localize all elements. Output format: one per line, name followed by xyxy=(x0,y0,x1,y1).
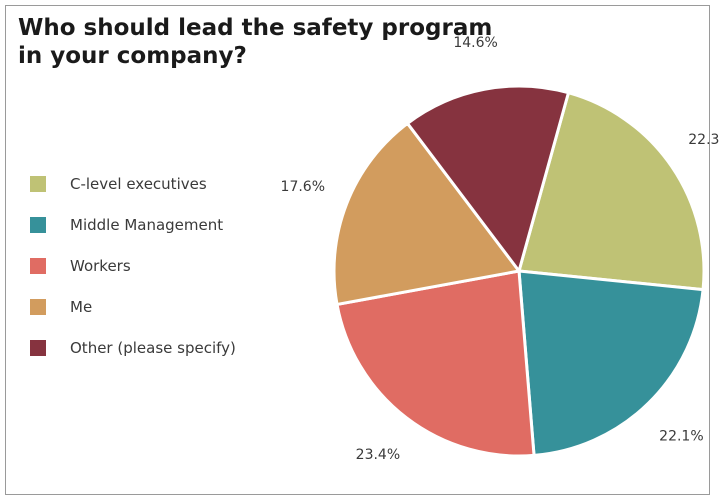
legend-swatch-other xyxy=(30,340,46,356)
pie-slice-c-level xyxy=(517,91,706,292)
legend-item-other: Other (please specify) xyxy=(30,338,236,358)
legend-label-workers: Workers xyxy=(70,257,131,275)
legend-label-middle-management: Middle Management xyxy=(70,216,224,234)
legend-swatch-c-level xyxy=(30,176,46,192)
pie-slices xyxy=(332,84,706,458)
pie-slice-other xyxy=(406,84,570,273)
pie-value-label-other: 14.6% xyxy=(453,35,497,51)
legend-swatch-workers xyxy=(30,258,46,274)
pie-value-label-me: 17.6% xyxy=(281,179,325,195)
pie-value-labels: 22.3% 22.1% 23.4% 17.6% 14.6% xyxy=(281,35,719,463)
pie-slice-me xyxy=(332,121,521,306)
pie-value-label-workers: 23.4% xyxy=(356,447,400,463)
legend-swatch-middle-management xyxy=(30,217,46,233)
chart-legend: C-level executives Middle Management Wor… xyxy=(30,174,236,379)
legend-label-c-level: C-level executives xyxy=(70,175,207,193)
pie-slice-workers xyxy=(335,269,536,458)
pie-value-label-middle-management: 22.1% xyxy=(659,429,703,445)
legend-item-c-level: C-level executives xyxy=(30,174,236,194)
chart-title: Who should lead the safety program in yo… xyxy=(18,15,493,69)
pie-value-label-c-level: 22.3% xyxy=(688,132,719,148)
legend-item-middle-management: Middle Management xyxy=(30,215,236,235)
legend-label-other: Other (please specify) xyxy=(70,339,236,357)
legend-label-me: Me xyxy=(70,298,93,316)
legend-item-workers: Workers xyxy=(30,256,236,276)
pie-slice-middle-management xyxy=(517,269,705,457)
legend-swatch-me xyxy=(30,299,46,315)
legend-item-me: Me xyxy=(30,297,236,317)
